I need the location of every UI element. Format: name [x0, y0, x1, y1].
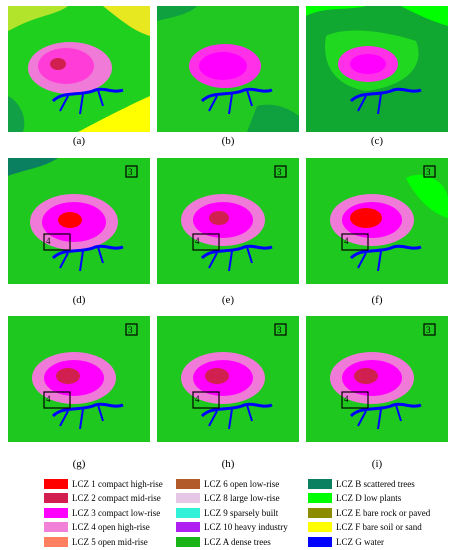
- legend-label: LCZ 5 open mid-rise: [72, 536, 148, 547]
- legend-swatch: [176, 479, 200, 489]
- map-panel-a: [8, 6, 150, 132]
- legend-label: LCZ E bare rock or paved: [336, 507, 431, 518]
- marker-3-g: 3: [128, 325, 133, 335]
- lcz-map-c: [306, 6, 448, 132]
- legend-label: LCZ 4 open high-rise: [72, 522, 150, 533]
- panel-label-a: (a): [72, 135, 86, 147]
- legend-label: LCZ 9 sparsely built: [204, 507, 279, 518]
- map-panel-c: [306, 6, 448, 132]
- map-panel-d: 3 4: [8, 158, 150, 284]
- lcz-map-i: 3 4: [306, 316, 448, 442]
- marker-3-e: 3: [277, 167, 282, 177]
- legend-column-2: LCZ 6 open low-rise LCZ 8 large low-rise…: [176, 477, 316, 549]
- legend-label: LCZ 3 compact low-rise: [72, 507, 161, 518]
- map-panel-f: 3 4: [306, 158, 448, 284]
- legend-label: LCZ 8 large low-rise: [204, 493, 280, 504]
- marker-3-d: 3: [128, 167, 133, 177]
- legend-column-1: LCZ 1 compact high-rise LCZ 2 compact mi…: [44, 477, 184, 549]
- legend-swatch: [308, 507, 332, 518]
- marker-4-e: 4: [195, 236, 200, 246]
- legend-swatch: [308, 522, 332, 533]
- map-panel-b: [157, 6, 299, 132]
- lcz-map-f: 3 4: [306, 158, 448, 284]
- legend-label: LCZ A dense trees: [204, 536, 271, 547]
- legend-swatch: [176, 536, 200, 547]
- panel-label-i: (i): [371, 458, 383, 470]
- legend-swatch: [44, 479, 68, 489]
- panel-label-h: (h): [221, 458, 235, 470]
- marker-4-d: 4: [46, 236, 51, 246]
- panel-label-f: (f): [371, 294, 383, 306]
- legend-item-lczf: LCZ F bare soil or sand: [308, 520, 448, 534]
- legend-item-lcz8: LCZ 8 large low-rise: [176, 491, 316, 505]
- panel-label-b: (b): [221, 135, 235, 147]
- legend-swatch: [308, 479, 332, 489]
- legend-swatch: [44, 522, 68, 533]
- lcz-map-h: 3 4: [157, 316, 299, 442]
- marker-3-h: 3: [277, 325, 282, 335]
- legend-swatch: [176, 507, 200, 518]
- legend-label: LCZ 10 heavy industry: [204, 522, 288, 533]
- legend-swatch: [44, 536, 68, 547]
- lcz-map-b: [157, 6, 299, 132]
- legend-item-lcz5: LCZ 5 open mid-rise: [44, 535, 184, 549]
- legend-label: LCZ 6 open low-rise: [204, 479, 280, 489]
- map-panel-e: 3 4: [157, 158, 299, 284]
- lcz-map-d: 3 4: [8, 158, 150, 284]
- legend-item-lcz9: LCZ 9 sparsely built: [176, 506, 316, 520]
- legend-item-lczg: LCZ G water: [308, 535, 448, 549]
- marker-4-g: 4: [46, 394, 51, 404]
- legend-column-3: LCZ B scattered trees LCZ D low plants L…: [308, 477, 448, 549]
- map-panel-g: 3 4: [8, 316, 150, 442]
- legend-item-lczb: LCZ B scattered trees: [308, 477, 448, 491]
- legend-swatch: [176, 522, 200, 533]
- legend-label: LCZ 2 compact mid-rise: [72, 493, 161, 504]
- marker-4-i: 4: [344, 394, 349, 404]
- map-panel-h: 3 4: [157, 316, 299, 442]
- legend-item-lcz3: LCZ 3 compact low-rise: [44, 506, 184, 520]
- legend-label: LCZ B scattered trees: [336, 479, 415, 489]
- legend-label: LCZ D low plants: [336, 493, 402, 504]
- legend-swatch: [44, 493, 68, 504]
- map-panel-i: 3 4: [306, 316, 448, 442]
- legend-swatch: [176, 493, 200, 504]
- marker-4-h: 4: [195, 394, 200, 404]
- legend-item-lcz10: LCZ 10 heavy industry: [176, 520, 316, 534]
- legend-item-lcz2: LCZ 2 compact mid-rise: [44, 491, 184, 505]
- lcz-map-g: 3 4: [8, 316, 150, 442]
- legend-swatch: [44, 507, 68, 518]
- legend-swatch: [308, 536, 332, 547]
- panel-label-g: (g): [72, 458, 86, 470]
- legend-label: LCZ 1 compact high-rise: [72, 479, 163, 489]
- legend-item-lczd: LCZ D low plants: [308, 491, 448, 505]
- panel-label-c: (c): [370, 135, 384, 147]
- lcz-legend: LCZ 1 compact high-rise LCZ 2 compact mi…: [44, 477, 444, 549]
- legend-label: LCZ F bare soil or sand: [336, 522, 422, 533]
- legend-item-lcze: LCZ E bare rock or paved: [308, 506, 448, 520]
- marker-3-i: 3: [426, 325, 431, 335]
- panel-label-d: (d): [72, 294, 86, 306]
- legend-item-lcz6: LCZ 6 open low-rise: [176, 477, 316, 491]
- legend-item-lcz1: LCZ 1 compact high-rise: [44, 477, 184, 491]
- panel-label-e: (e): [221, 294, 235, 306]
- legend-item-lcza: LCZ A dense trees: [176, 535, 316, 549]
- marker-3-f: 3: [426, 167, 431, 177]
- legend-label: LCZ G water: [336, 536, 384, 547]
- marker-4-f: 4: [344, 236, 349, 246]
- legend-item-lcz4: LCZ 4 open high-rise: [44, 520, 184, 534]
- legend-swatch: [308, 493, 332, 504]
- lcz-map-a: [8, 6, 150, 132]
- lcz-map-e: 3 4: [157, 158, 299, 284]
